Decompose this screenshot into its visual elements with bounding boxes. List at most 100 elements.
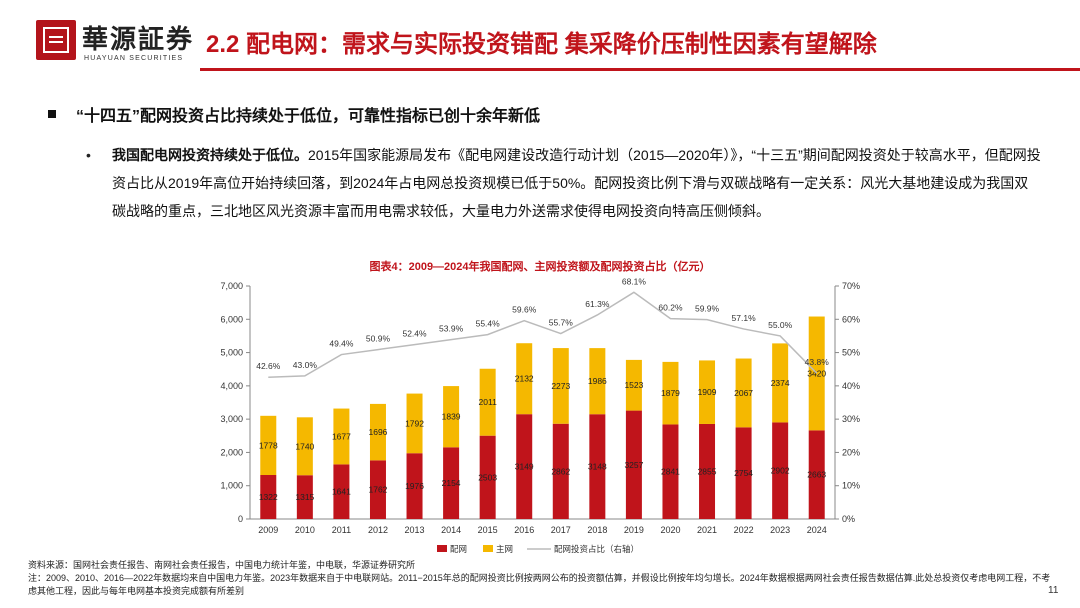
left-tick-label: 0 [238,514,243,524]
x-tick-label: 2015 [478,525,498,535]
data-label-share: 59.6% [512,305,537,315]
data-label-distribution: 1641 [332,487,351,497]
data-label-main-grid: 1879 [661,388,680,398]
data-label-distribution: 3149 [515,462,534,472]
left-tick-label: 3,000 [220,414,243,424]
data-label-share: 43.0% [293,360,318,370]
bar-main-grid [333,408,350,465]
bar-main-grid [662,361,679,425]
data-label-main-grid: 1778 [259,440,278,450]
bar-main-grid [296,417,313,476]
paragraph-lead: 我国配电网投资持续处于低位。 [112,147,308,163]
data-label-distribution: 3148 [588,462,607,472]
bar-distribution [296,475,313,519]
data-label-distribution: 2503 [478,472,497,482]
data-label-share: 68.1% [622,276,647,286]
legend-swatch-main-grid [483,545,493,552]
x-tick-label: 2020 [660,525,680,535]
data-label-main-grid: 2132 [515,374,534,384]
data-label-main-grid: 2374 [771,378,790,388]
left-tick-label: 6,000 [220,314,243,324]
bar-distribution [662,424,679,519]
legend-label-share: 配网投资占比（右轴） [554,544,639,554]
x-tick-label: 2009 [258,525,278,535]
x-tick-label: 2013 [405,525,425,535]
data-label-share: 55.0% [768,320,793,330]
chart-title: 图表4：2009—2024年我国配网、主网投资额及配网投资占比（亿元） [369,261,711,273]
bar-main-grid [589,348,606,415]
paragraph-body: 2015年国家能源局发布《配电网建设改造行动计划（2015—2020年）》，“十… [112,147,1041,219]
data-label-distribution: 2754 [734,468,753,478]
bar-distribution [808,430,825,519]
bar-main-grid [552,348,569,424]
bar-main-grid [735,358,752,428]
source-note: 资料来源：国网社会责任报告、南网社会责任报告，中国电力统计年鉴，中电联，华源证券… [28,560,416,570]
logo-text: 華源証券 [82,25,195,55]
bar-main-grid [260,415,277,475]
data-label-share: 60.2% [658,303,683,313]
bar-distribution [699,423,716,519]
legend-label-main-grid: 主网 [496,544,513,554]
bar-distribution [406,453,423,519]
left-tick-label: 7,000 [220,281,243,291]
data-label-main-grid: 1523 [624,380,643,390]
data-label-share: 59.9% [695,304,720,314]
bar-distribution [479,435,496,519]
right-tick-label: 30% [842,414,860,424]
body-paragraph: 我国配电网投资持续处于低位。2015年国家能源局发布《配电网建设改造行动计划（2… [112,141,1042,225]
x-tick-label: 2022 [734,525,754,535]
bar-distribution [260,474,277,519]
bar-main-grid [625,359,642,411]
right-tick-label: 20% [842,447,860,457]
x-tick-label: 2019 [624,525,644,535]
footer-notes: 资料来源：国网社会责任报告、南网社会责任报告，中国电力统计年鉴，中电联，华源证券… [28,559,1058,598]
left-tick-label: 1,000 [220,481,243,491]
logo-seal-icon [36,20,76,60]
header: 華源証券 HUAYUAN SECURITIES 2.2 配电网：需求与实际投资错… [0,0,1080,78]
bar-main-grid [808,316,825,431]
bar-main-grid [406,393,423,454]
x-tick-label: 2014 [441,525,461,535]
data-label-share: 55.7% [549,318,574,328]
right-tick-label: 0% [842,514,855,524]
bar-distribution [552,423,569,519]
data-label-distribution: 2855 [698,466,717,476]
footnote: 注：2009、2010、2016—2022年数据均来自中国电力年鉴。2023年数… [28,573,1051,596]
left-tick-label: 2,000 [220,447,243,457]
slide-title: 2.2 配电网：需求与实际投资错配 集采降价压制性因素有望解除 [206,31,877,58]
data-label-share: 55.4% [476,319,501,329]
bar-main-grid [369,403,386,461]
data-label-share: 50.9% [366,334,391,344]
data-label-share: 49.4% [329,339,354,349]
bar-main-grid [772,343,789,423]
bar-main-grid [443,386,460,448]
x-tick-label: 2018 [587,525,607,535]
left-tick-label: 4,000 [220,381,243,391]
data-label-main-grid: 1677 [332,431,351,441]
data-label-distribution: 2154 [442,478,461,488]
data-label-main-grid: 1986 [588,376,607,386]
x-tick-label: 2024 [807,525,827,535]
data-label-distribution: 2902 [771,466,790,476]
bar-distribution [333,464,350,519]
data-label-share: 61.3% [585,299,610,309]
bar-distribution [589,414,606,519]
data-label-share: 53.9% [439,324,464,334]
bar-main-grid [516,343,533,415]
header-divider [200,68,1080,71]
data-label-distribution: 2841 [661,467,680,477]
data-label-distribution: 1976 [405,481,424,491]
left-tick-label: 5,000 [220,348,243,358]
data-label-share: 52.4% [402,329,427,339]
data-label-main-grid: 2273 [551,381,570,391]
data-label-distribution: 1315 [295,492,314,502]
data-label-main-grid: 1696 [369,427,388,437]
right-tick-label: 70% [842,281,860,291]
dot-bullet-icon: • [86,147,91,163]
investment-chart: 0 1,000 2,000 3,000 4,000 5,000 6,000 7,000 0% 10… [220,276,860,554]
data-label-main-grid: 2067 [734,388,753,398]
right-tick-label: 10% [842,481,860,491]
bar-main-grid [479,368,496,436]
x-tick-label: 2021 [697,525,717,535]
x-tick-label: 2011 [332,525,351,535]
